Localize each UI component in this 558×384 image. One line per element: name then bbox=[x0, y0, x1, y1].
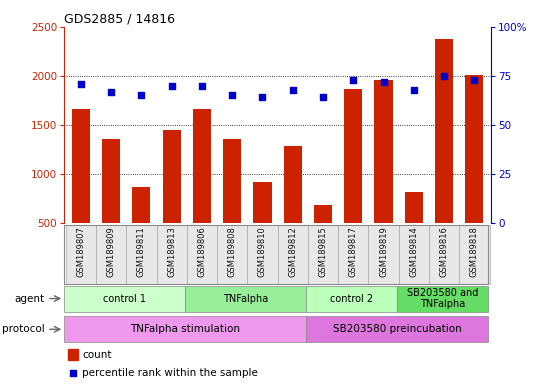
Bar bbox=[66, 225, 96, 284]
Bar bbox=[338, 225, 368, 284]
Text: GSM189817: GSM189817 bbox=[349, 227, 358, 277]
Text: GSM189814: GSM189814 bbox=[410, 227, 418, 277]
Point bbox=[258, 94, 267, 101]
Bar bbox=[253, 182, 272, 271]
Bar bbox=[193, 109, 211, 271]
Text: control 1: control 1 bbox=[103, 293, 146, 304]
Point bbox=[319, 94, 328, 101]
Bar bbox=[374, 80, 393, 271]
Text: GSM189806: GSM189806 bbox=[198, 227, 206, 277]
Point bbox=[349, 77, 358, 83]
Text: protocol: protocol bbox=[2, 324, 45, 334]
Bar bbox=[162, 130, 181, 271]
Point bbox=[107, 88, 116, 94]
Bar bbox=[435, 39, 453, 271]
Text: GSM189811: GSM189811 bbox=[137, 227, 146, 277]
Bar bbox=[102, 139, 120, 271]
Point bbox=[137, 92, 146, 98]
Bar bbox=[397, 286, 488, 311]
Point bbox=[167, 83, 176, 89]
Point bbox=[198, 83, 206, 89]
Bar bbox=[283, 146, 302, 271]
Bar bbox=[64, 286, 185, 311]
Bar bbox=[69, 349, 78, 360]
Text: GSM189807: GSM189807 bbox=[76, 227, 85, 277]
Bar bbox=[64, 316, 306, 342]
Bar bbox=[465, 75, 483, 271]
Bar bbox=[247, 225, 278, 284]
Point bbox=[69, 369, 78, 376]
Point bbox=[288, 86, 297, 93]
Text: GSM189815: GSM189815 bbox=[319, 227, 328, 277]
Point bbox=[76, 81, 85, 87]
Point bbox=[379, 79, 388, 85]
Bar bbox=[187, 225, 217, 284]
Bar bbox=[344, 89, 362, 271]
Bar bbox=[278, 225, 308, 284]
Bar bbox=[399, 225, 429, 284]
Bar bbox=[156, 225, 187, 284]
Text: TNFalpha stimulation: TNFalpha stimulation bbox=[130, 324, 240, 334]
Text: count: count bbox=[82, 349, 112, 359]
Text: GDS2885 / 14816: GDS2885 / 14816 bbox=[64, 13, 175, 26]
Text: TNFalpha: TNFalpha bbox=[223, 293, 268, 304]
Bar bbox=[405, 192, 423, 271]
Point bbox=[440, 73, 449, 79]
Bar bbox=[429, 225, 459, 284]
Bar bbox=[96, 225, 126, 284]
Bar bbox=[314, 205, 332, 271]
Bar bbox=[306, 316, 488, 342]
Bar bbox=[185, 286, 306, 311]
Point bbox=[228, 92, 237, 98]
Bar bbox=[459, 225, 489, 284]
Text: percentile rank within the sample: percentile rank within the sample bbox=[82, 367, 258, 377]
Text: control 2: control 2 bbox=[330, 293, 373, 304]
Text: GSM189813: GSM189813 bbox=[167, 227, 176, 277]
Bar bbox=[72, 109, 90, 271]
Bar bbox=[217, 225, 247, 284]
Text: SB203580 and
TNFalpha: SB203580 and TNFalpha bbox=[407, 288, 478, 310]
Text: GSM189819: GSM189819 bbox=[379, 227, 388, 277]
Text: GSM189810: GSM189810 bbox=[258, 227, 267, 277]
Text: GSM189818: GSM189818 bbox=[470, 227, 479, 277]
Text: GSM189812: GSM189812 bbox=[288, 227, 297, 277]
Bar bbox=[368, 225, 399, 284]
Point bbox=[410, 86, 418, 93]
Bar bbox=[223, 139, 241, 271]
Bar bbox=[132, 187, 151, 271]
Bar bbox=[306, 286, 397, 311]
Text: GSM189809: GSM189809 bbox=[107, 227, 116, 277]
Text: GSM189816: GSM189816 bbox=[440, 227, 449, 277]
Point bbox=[470, 77, 479, 83]
Bar bbox=[126, 225, 156, 284]
Text: agent: agent bbox=[15, 293, 45, 304]
Bar bbox=[308, 225, 338, 284]
Text: SB203580 preincubation: SB203580 preincubation bbox=[333, 324, 461, 334]
Text: GSM189808: GSM189808 bbox=[228, 227, 237, 277]
